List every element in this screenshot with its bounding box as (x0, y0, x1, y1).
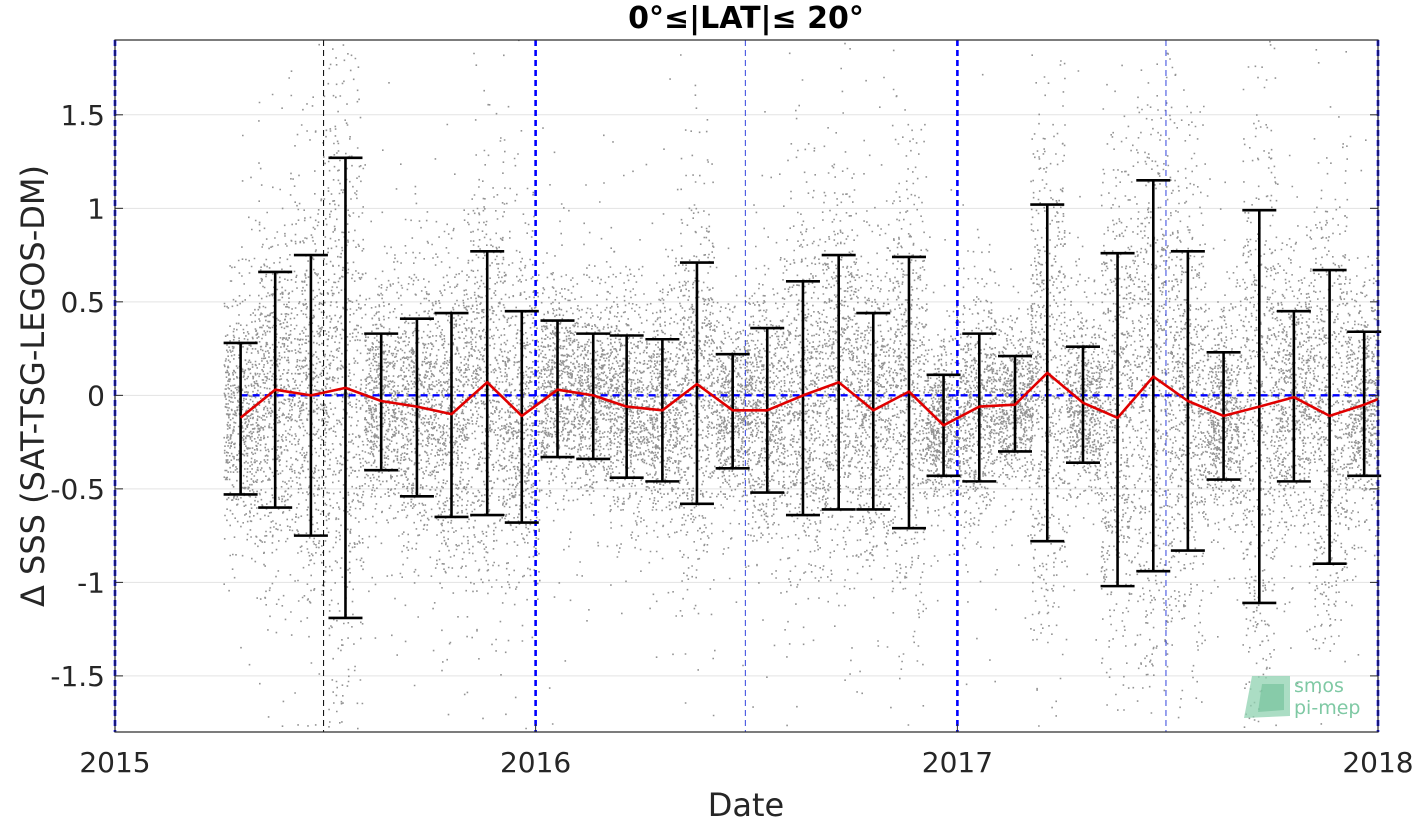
x-axis-label: Date (708, 786, 784, 818)
logo-line-2: pi-mep (1294, 697, 1360, 719)
y-tick-label: 1.5 (60, 99, 105, 132)
y-tick-label: -0.5 (50, 473, 105, 506)
y-tick-label: 0 (87, 379, 105, 412)
chart-title: 0°≤|LAT|≤ 20° (628, 1, 864, 36)
error-bar (1100, 251, 1135, 588)
y-tick-label: 0.5 (60, 286, 105, 319)
x-tick-label: 2018 (1342, 746, 1413, 779)
error-bar (1065, 345, 1100, 464)
y-tick-label: -1 (77, 566, 105, 599)
error-bar (785, 279, 820, 517)
y-tick-label: 1 (87, 192, 105, 225)
smos-pi-mep-logo: smos pi-mep (1244, 675, 1360, 719)
mean-line-series (239, 371, 1379, 427)
x-tick-label: 2016 (500, 746, 571, 779)
error-bar (223, 341, 258, 496)
x-axis-ticks: 2015 2016 2017 2018 (79, 724, 1414, 779)
mean-line (239, 371, 1379, 427)
observation-cloud (223, 39, 1380, 730)
y-axis-ticks: -1.5 -1 -0.5 0 0.5 1 1.5 (50, 99, 1378, 693)
scatter-points (223, 39, 1380, 730)
logo-line-1: smos (1294, 675, 1344, 697)
x-tick-label: 2015 (79, 746, 150, 779)
x-tick-label: 2017 (922, 746, 993, 779)
plot-frame (114, 39, 1379, 733)
y-tick-label: -1.5 (50, 660, 105, 693)
y-axis-label: Δ SSS (SAT-TSG-LEGOS-DM) (14, 165, 52, 607)
